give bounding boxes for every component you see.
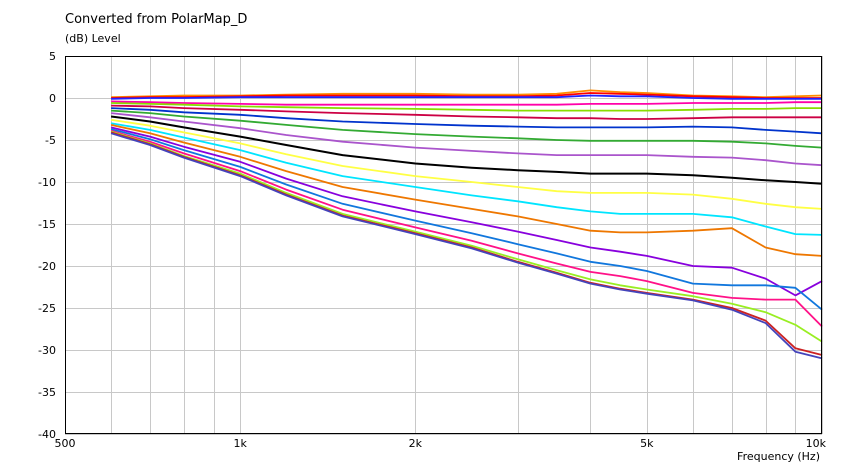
- series-lines: [110, 89, 823, 360]
- series-line-16: [110, 129, 823, 328]
- series-line-13: [110, 124, 823, 257]
- series-line-19: [110, 132, 823, 360]
- series-line-3: [111, 94, 822, 100]
- x-tick-label: 5k: [640, 437, 654, 450]
- series-line-5: [111, 102, 822, 112]
- plot-frame: [65, 56, 822, 434]
- series-line-7: [111, 107, 823, 135]
- series-line-17: [110, 130, 823, 343]
- series-line-12: [110, 122, 823, 236]
- chart-title: Converted from PolarMap_D: [65, 12, 248, 27]
- x-tick-label: 1k: [233, 437, 247, 450]
- series-line-14: [110, 126, 823, 297]
- y-tick-label: -20: [38, 260, 56, 273]
- y-tick-label: -25: [38, 302, 56, 315]
- series-line-4: [111, 100, 822, 106]
- y-tick-label: -15: [38, 218, 56, 231]
- y-tick-label: -5: [45, 134, 56, 147]
- series-line-9: [111, 112, 823, 167]
- y-tick-label: -10: [38, 176, 56, 189]
- y-tick-label: -40: [38, 428, 56, 441]
- series-line-8: [111, 109, 823, 149]
- y-axis-label: (dB) Level: [65, 32, 121, 45]
- y-tick-label: -35: [38, 386, 56, 399]
- y-tick-label: -30: [38, 344, 56, 357]
- y-tick-label: 5: [49, 50, 56, 63]
- x-tick-label: 10k: [806, 437, 827, 450]
- series-line-11: [110, 118, 823, 210]
- series-line-6: [111, 104, 822, 120]
- x-tick-label: 2k: [409, 437, 423, 450]
- x-tick-label: 500: [55, 437, 76, 450]
- series-line-10: [110, 115, 823, 185]
- x-axis-label: Frequency (Hz): [737, 450, 820, 463]
- y-tick-label: 0: [49, 92, 56, 105]
- series-line-15: [110, 128, 823, 311]
